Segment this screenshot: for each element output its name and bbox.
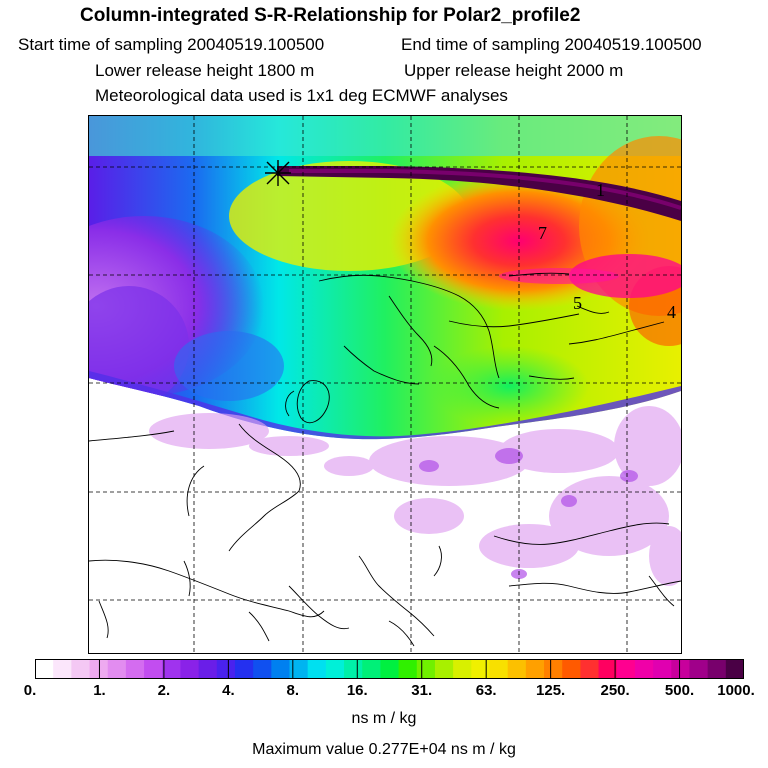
colorbar-swatch bbox=[707, 659, 727, 679]
colorbar-tick-label: 0. bbox=[23, 682, 37, 699]
lat-lon-grid bbox=[89, 116, 681, 653]
colorbar-swatch bbox=[144, 659, 163, 679]
sensitivity-map: 1 7 5 4 bbox=[88, 115, 682, 654]
colorbar-tick-label: 16. bbox=[346, 682, 368, 699]
colorbar-swatch bbox=[253, 659, 272, 679]
contour-label: 5 bbox=[573, 293, 582, 313]
low-value-speckle bbox=[149, 406, 681, 586]
contour-label: 4 bbox=[667, 302, 676, 322]
colorbar-swatch bbox=[125, 659, 145, 679]
colorbar-tick-label: 250. bbox=[600, 682, 630, 699]
colorbar-swatch bbox=[180, 659, 200, 679]
colorbar-swatch bbox=[616, 659, 636, 679]
trajectory-band bbox=[277, 166, 681, 221]
colorbar-swatch bbox=[198, 659, 218, 679]
colorbar-swatch bbox=[216, 659, 236, 679]
colorbar bbox=[35, 659, 744, 679]
chart-title: Column-integrated S-R-Relationship for P… bbox=[80, 5, 581, 26]
colorbar-swatch bbox=[525, 659, 545, 679]
upper-release-label: Upper release height 2000 m bbox=[404, 61, 624, 80]
contour-label: 7 bbox=[538, 223, 547, 243]
colorbar-swatch bbox=[344, 659, 363, 679]
colorbar-swatch bbox=[398, 659, 418, 679]
colorbar-swatch bbox=[671, 659, 690, 679]
colorbar-swatch bbox=[689, 659, 709, 679]
coastlines bbox=[89, 272, 681, 647]
colorbar-tick-label: 8. bbox=[286, 682, 300, 699]
colorbar-tick-label: 500. bbox=[664, 682, 695, 699]
units-label: ns m / kg bbox=[351, 710, 417, 727]
colorbar-border bbox=[35, 659, 744, 679]
colorbar-swatch bbox=[71, 659, 91, 679]
colorbar-swatch bbox=[89, 659, 109, 679]
colorbar-swatch bbox=[434, 659, 454, 679]
colorbar-swatch bbox=[598, 659, 618, 679]
colorbar-tick-label: 63. bbox=[475, 682, 497, 699]
colorbar-swatch bbox=[562, 659, 581, 679]
colorbar-swatch bbox=[307, 659, 327, 679]
colorbar-swatch bbox=[507, 659, 527, 679]
star-marker bbox=[265, 160, 291, 186]
colorbar-swatch bbox=[580, 659, 600, 679]
contour-label: 1 bbox=[596, 180, 605, 200]
met-data-label: Meteorological data used is 1x1 deg ECMW… bbox=[95, 86, 508, 105]
max-value-label: Maximum value 0.277E+04 ns m / kg bbox=[252, 741, 516, 758]
colorbar-swatch bbox=[416, 659, 436, 679]
colorbar-swatch bbox=[471, 659, 490, 679]
colorbar-swatch bbox=[325, 659, 345, 679]
colorbar-swatch bbox=[544, 659, 563, 679]
colorbar-swatch bbox=[489, 659, 509, 679]
colorbar-swatch bbox=[234, 659, 254, 679]
colorbar-tick-label: 31. bbox=[411, 682, 433, 699]
colorbar-swatch bbox=[453, 659, 472, 679]
colorbar-tick-label: 2. bbox=[157, 682, 171, 699]
end-time-label: End time of sampling 20040519.100500 bbox=[401, 35, 702, 54]
colorbar-swatch bbox=[107, 659, 127, 679]
colorbar-swatch bbox=[289, 659, 309, 679]
colorbar-tick-label: 4. bbox=[222, 682, 235, 699]
colorbar-tick-label: 1. bbox=[93, 682, 106, 699]
colorbar-swatch bbox=[362, 659, 381, 679]
start-time-label: Start time of sampling 20040519.100500 bbox=[18, 35, 325, 54]
colorbar-tick-label: 125. bbox=[536, 682, 566, 699]
colorbar-swatch bbox=[653, 659, 672, 679]
colorbar-swatch bbox=[725, 659, 744, 679]
colorbar-swatch bbox=[53, 659, 72, 679]
colorbar-swatch bbox=[162, 659, 181, 679]
colorbar-tick-label: 1000. bbox=[717, 682, 755, 699]
colorbar-swatch bbox=[634, 659, 654, 679]
lower-release-label: Lower release height 1800 m bbox=[95, 61, 315, 80]
colorbar-swatch bbox=[35, 659, 54, 679]
colorbar-swatch bbox=[271, 659, 291, 679]
colorbar-swatch bbox=[380, 659, 400, 679]
